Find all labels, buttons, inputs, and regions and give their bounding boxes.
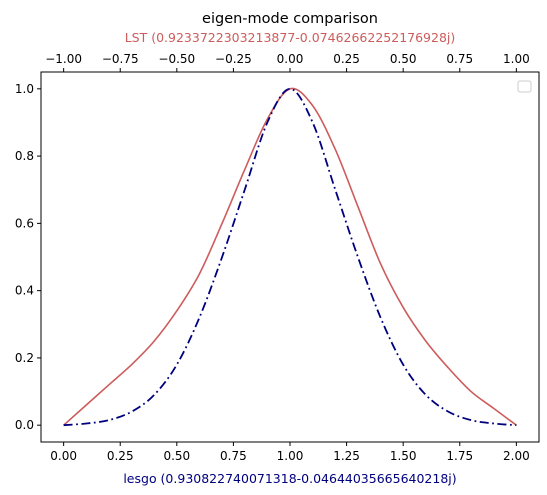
ticks-layer: 0.00 0.25 0.50 0.75 1.00 1.25 1.50 1.75 2.00 −1.0… [15,52,530,463]
x2-tick-label: −1.00 [45,52,82,66]
x2-tick-label: −0.25 [215,52,252,66]
y-tick-label: 0.6 [15,216,34,230]
x-tick-label: 0.25 [107,449,134,463]
x2-tick-label: 0.25 [333,52,360,66]
x-tick-label: 1.25 [333,449,360,463]
y-tick-label: 0.2 [15,351,34,365]
y-tick-label: 0.8 [15,149,34,163]
chart-title: eigen-mode comparison [202,11,378,27]
y-tick-label: 1.0 [15,82,34,96]
x-tick-label: 0.50 [163,449,190,463]
x2-tick-label: 0.75 [446,52,473,66]
x2-tick-label: 0.00 [277,52,304,66]
y-tick-label: 0.4 [15,284,34,298]
x-tick-label: 1.50 [390,449,417,463]
x2-tick-label: 0.50 [390,52,417,66]
x2-tick-label: −0.50 [158,52,195,66]
x-tick-label: 1.00 [277,449,304,463]
x2-tick-label: −0.75 [102,52,139,66]
x2-axis-label: LST (0.9233722303213877-0.07462662252176… [125,30,456,45]
x-tick-label: 0.00 [50,449,77,463]
plot-frame [40,71,540,443]
y-tick-label: 0.0 [15,418,34,432]
lesgo-mode-line [63,87,517,427]
x-tick-label: 2.00 [503,449,530,463]
lst-mode-line [63,87,517,426]
series-layer [63,87,517,427]
legend-box [517,80,532,93]
x-axis-label: lesgo (0.930822740071318-0.0464403566564… [123,471,456,486]
x2-tick-label: 1.00 [503,52,530,66]
x-tick-label: 0.75 [220,449,247,463]
x-tick-label: 1.75 [446,449,473,463]
